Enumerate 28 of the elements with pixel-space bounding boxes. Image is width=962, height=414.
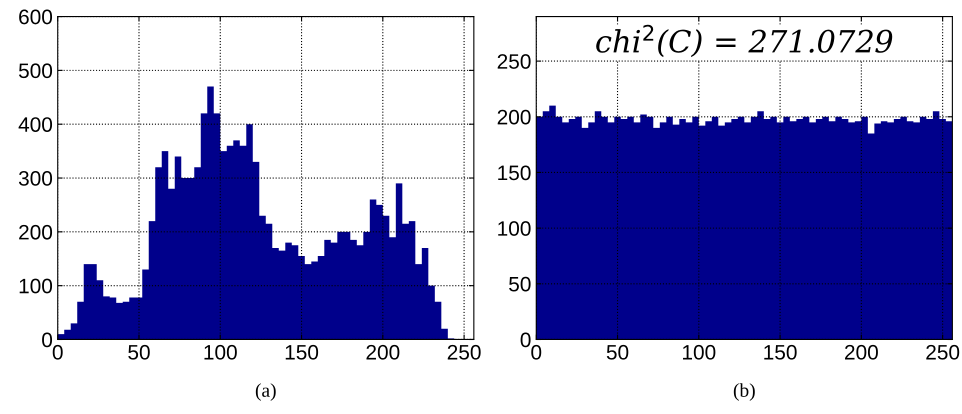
y-tick-label: 300: [18, 171, 52, 186]
x-tick-label: 50: [606, 344, 628, 360]
y-tick-label: 100: [498, 221, 531, 236]
y-tick-label: 150: [498, 165, 531, 180]
x-tick-label: 100: [683, 344, 716, 360]
x-tick-label: 250: [926, 344, 960, 360]
y-tick-label: 0: [42, 332, 52, 348]
x-tick-label: 250: [448, 344, 481, 360]
y-tick-label: 500: [18, 63, 52, 78]
x-tick-label: 100: [204, 344, 237, 360]
y-tick-label: 50: [509, 276, 531, 292]
y-tick-label: 250: [498, 54, 531, 69]
y-tick-label: 600: [19, 10, 52, 24]
y-tick-label: 200: [19, 224, 52, 240]
x-tick-label: 150: [764, 344, 797, 360]
x-tick-label: 200: [845, 344, 878, 360]
x-tick-label: 200: [366, 344, 400, 360]
x-tick-label: 50: [128, 344, 150, 360]
y-tick-label: 200: [498, 110, 531, 125]
y-tick-label: 0: [520, 332, 531, 348]
x-tick-label: 0: [531, 344, 542, 360]
x-tick-label: 150: [286, 344, 318, 360]
annotation: chi$^{2}$(C) = 271.0729: [596, 24, 892, 58]
y-tick-label: 100: [20, 278, 52, 294]
y-tick-label: 400: [18, 117, 52, 132]
x-axis-title: (b): [734, 383, 755, 401]
x-tick-label: 0: [52, 344, 63, 360]
x-axis-title: (a): [256, 383, 276, 401]
